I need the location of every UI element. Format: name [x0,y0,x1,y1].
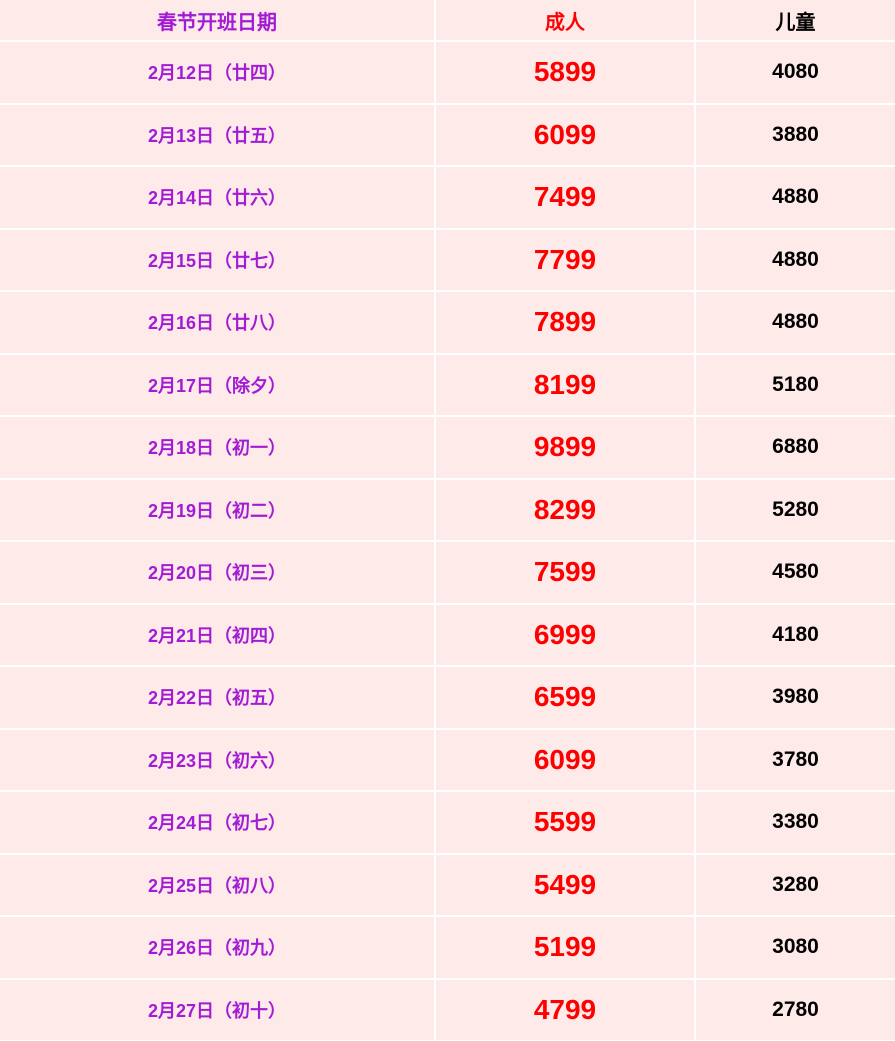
header-date: 春节开班日期 [0,0,436,42]
child-price-cell: 2780 [694,977,895,1040]
table-row: 2月23日（初六） 6099 3780 [0,727,895,792]
table-row: 2月26日（初九） 5199 3080 [0,915,895,980]
table-row: 2月14日（廿六） 7499 4880 [0,165,895,230]
child-price-cell: 4880 [694,165,895,230]
adult-price-cell: 7899 [434,290,696,355]
child-price-cell: 4580 [694,540,895,605]
adult-price-cell: 8299 [434,477,696,542]
table-row: 2月15日（廿七） 7799 4880 [0,227,895,292]
adult-price-cell: 5899 [434,40,696,105]
adult-price-cell: 7599 [434,540,696,605]
date-cell: 2月17日（除夕） [0,352,436,417]
adult-price-cell: 6599 [434,665,696,730]
table-row: 2月21日（初四） 6999 4180 [0,602,895,667]
table-row: 2月12日（廿四） 5899 4080 [0,40,895,105]
table-row: 2月20日（初三） 7599 4580 [0,540,895,605]
adult-price-cell: 8199 [434,352,696,417]
adult-price-cell: 9899 [434,415,696,480]
adult-price-cell: 7799 [434,227,696,292]
child-price-cell: 4880 [694,227,895,292]
child-price-cell: 5180 [694,352,895,417]
table-row: 2月24日（初七） 5599 3380 [0,790,895,855]
date-cell: 2月25日（初八） [0,852,436,917]
table-row: 2月13日（廿五） 6099 3880 [0,102,895,167]
child-price-cell: 3280 [694,852,895,917]
table-row: 2月18日（初一） 9899 6880 [0,415,895,480]
adult-price-cell: 6099 [434,727,696,792]
date-cell: 2月18日（初一） [0,415,436,480]
date-cell: 2月14日（廿六） [0,165,436,230]
child-price-cell: 6880 [694,415,895,480]
date-cell: 2月27日（初十） [0,977,436,1040]
child-price-cell: 3080 [694,915,895,980]
child-price-cell: 4880 [694,290,895,355]
table-row: 2月16日（廿八） 7899 4880 [0,290,895,355]
adult-price-cell: 6999 [434,602,696,667]
child-price-cell: 4080 [694,40,895,105]
child-price-cell: 3380 [694,790,895,855]
adult-price-cell: 4799 [434,977,696,1040]
date-cell: 2月16日（廿八） [0,290,436,355]
date-cell: 2月21日（初四） [0,602,436,667]
adult-price-cell: 5499 [434,852,696,917]
adult-price-cell: 7499 [434,165,696,230]
date-cell: 2月23日（初六） [0,727,436,792]
table-row: 2月25日（初八） 5499 3280 [0,852,895,917]
header-row: 春节开班日期 成人 儿童 [0,0,895,42]
date-cell: 2月22日（初五） [0,665,436,730]
adult-price-cell: 5599 [434,790,696,855]
child-price-cell: 4180 [694,602,895,667]
child-price-cell: 3980 [694,665,895,730]
child-price-cell: 3880 [694,102,895,167]
header-adult: 成人 [434,0,696,42]
adult-price-cell: 5199 [434,915,696,980]
table-row: 2月19日（初二） 8299 5280 [0,477,895,542]
date-cell: 2月13日（廿五） [0,102,436,167]
table-row: 2月17日（除夕） 8199 5180 [0,352,895,417]
child-price-cell: 3780 [694,727,895,792]
table-row: 2月27日（初十） 4799 2780 [0,977,895,1040]
date-cell: 2月12日（廿四） [0,40,436,105]
table-row: 2月22日（初五） 6599 3980 [0,665,895,730]
date-cell: 2月19日（初二） [0,477,436,542]
header-child: 儿童 [694,0,895,42]
date-cell: 2月15日（廿七） [0,227,436,292]
child-price-cell: 5280 [694,477,895,542]
adult-price-cell: 6099 [434,102,696,167]
date-cell: 2月20日（初三） [0,540,436,605]
date-cell: 2月24日（初七） [0,790,436,855]
date-cell: 2月26日（初九） [0,915,436,980]
